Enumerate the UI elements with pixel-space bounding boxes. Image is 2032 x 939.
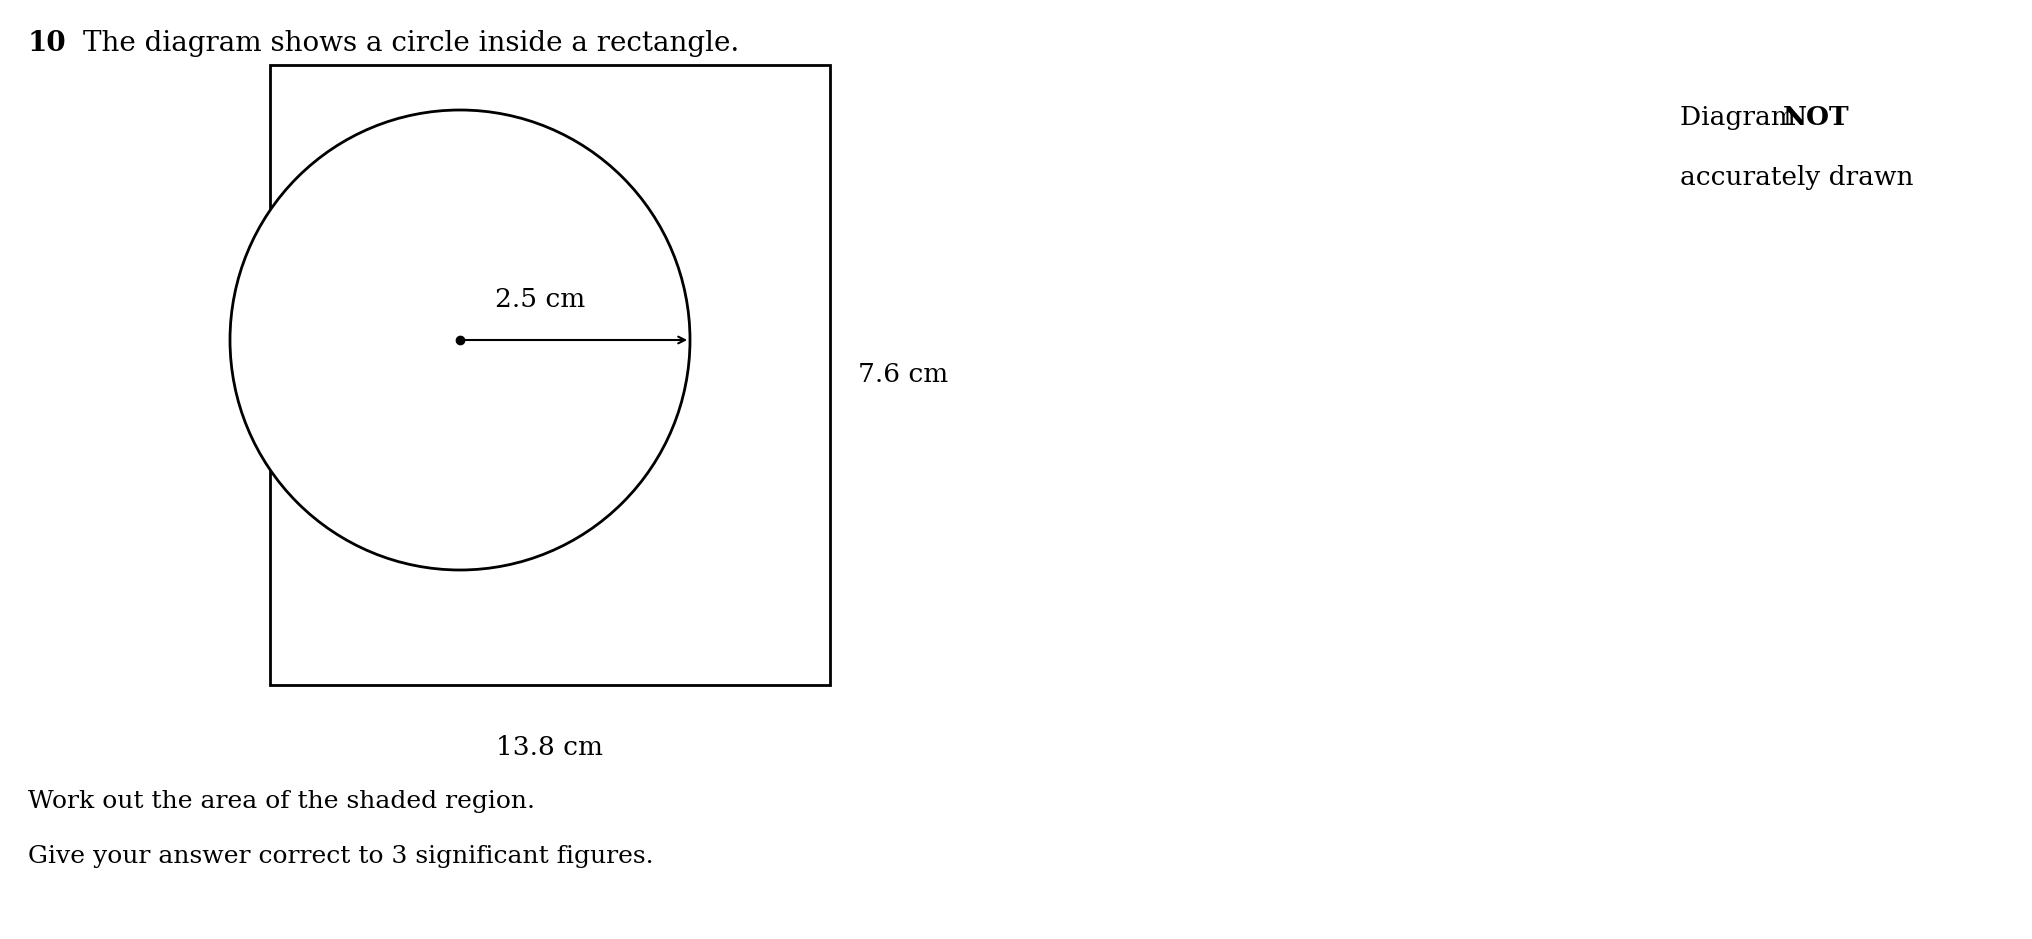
Text: 13.8 cm: 13.8 cm: [496, 735, 604, 760]
Text: NOT: NOT: [1782, 105, 1849, 130]
Bar: [270, 65, 829, 685]
Text: Work out the area of the shaded region.: Work out the area of the shaded region.: [28, 790, 534, 813]
Text: The diagram shows a circle inside a rectangle.: The diagram shows a circle inside a rect…: [83, 30, 740, 57]
Text: Diagram: Diagram: [1678, 105, 1802, 130]
Text: 10: 10: [28, 30, 67, 57]
Text: Give your answer correct to 3 significant figures.: Give your answer correct to 3 significan…: [28, 845, 654, 868]
Text: accurately drawn: accurately drawn: [1678, 165, 1912, 190]
Text: 7.6 cm: 7.6 cm: [858, 362, 947, 388]
Text: 2.5 cm: 2.5 cm: [496, 287, 585, 312]
Circle shape: [230, 110, 689, 570]
